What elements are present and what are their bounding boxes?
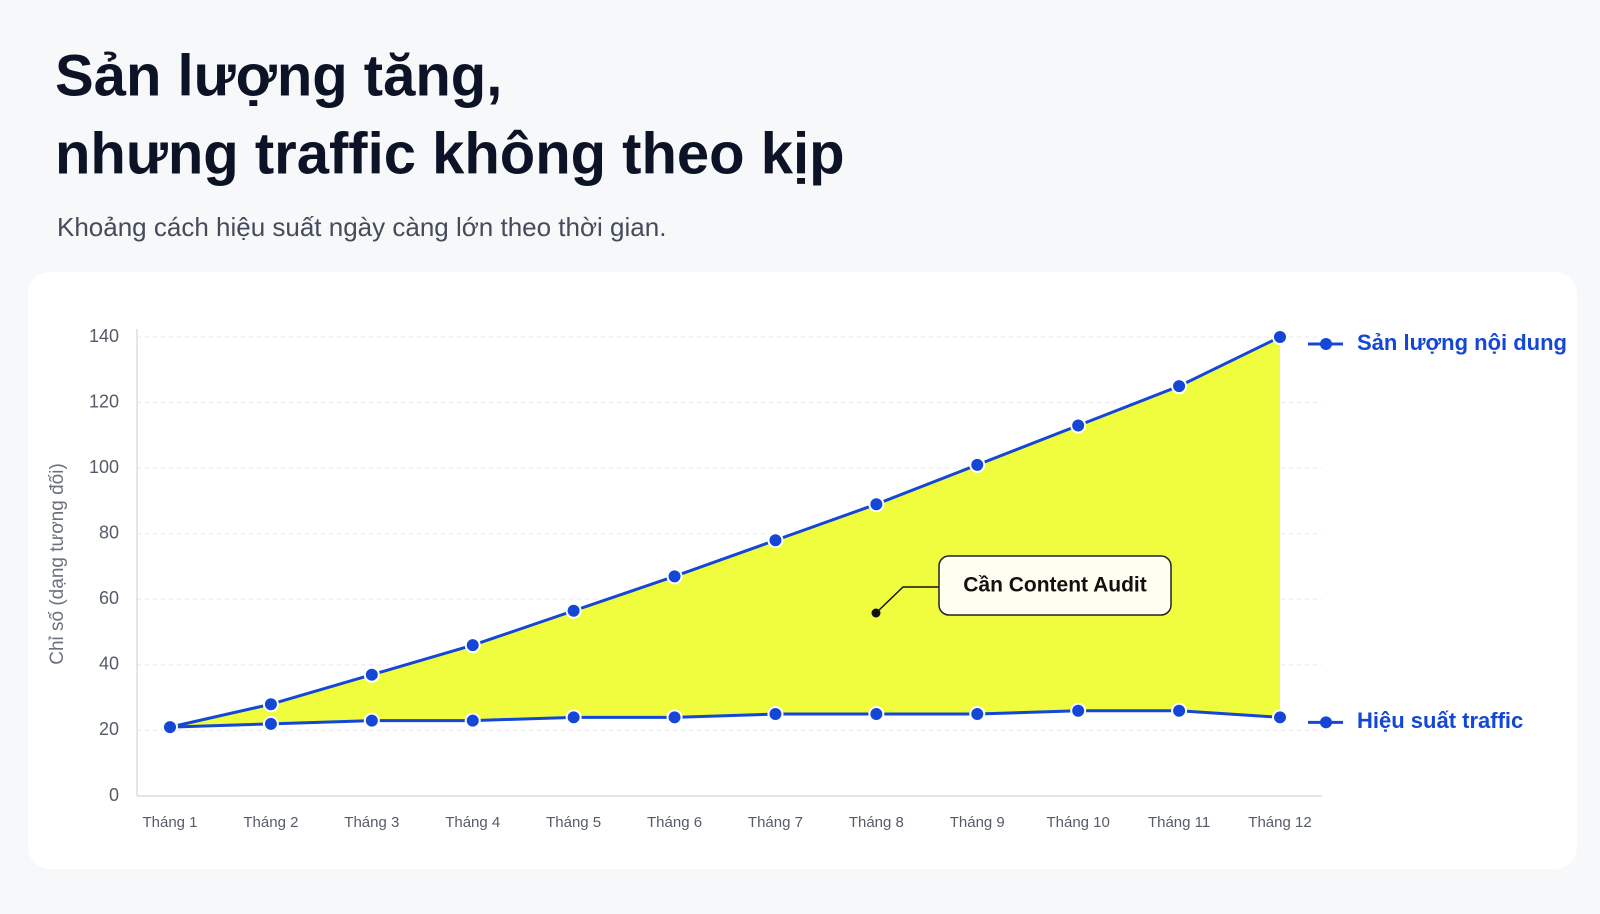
data-point: [969, 456, 986, 473]
y-tick-label: 40: [99, 654, 119, 674]
data-point: [666, 709, 683, 726]
data-point: [868, 496, 885, 513]
y-tick-label: 0: [109, 785, 119, 805]
annotation-box: [938, 555, 1172, 616]
data-point: [767, 532, 784, 549]
x-tick-label: Tháng 12: [1248, 814, 1311, 831]
y-tick-label: 80: [99, 522, 119, 542]
x-tick-label: Tháng 4: [445, 814, 500, 831]
data-point: [363, 666, 380, 683]
chart-subtitle: Khoảng cách hiệu suất ngày càng lớn theo…: [57, 212, 666, 242]
data-point: [363, 712, 380, 729]
chart-title: Sản lượng tăng,: [55, 43, 502, 108]
data-point: [565, 602, 582, 619]
x-tick-label: Tháng 6: [647, 814, 702, 831]
x-tick-label: Tháng 8: [849, 814, 904, 831]
annotation-dot: [871, 608, 881, 618]
data-point: [666, 568, 683, 585]
annotation-leader: [875, 586, 939, 614]
annotation-text: Cần Content Audit: [963, 574, 1147, 597]
data-point: [1171, 702, 1188, 719]
x-tick-label: Tháng 1: [142, 814, 197, 831]
x-tick-label: Tháng 10: [1046, 814, 1109, 831]
data-point: [262, 696, 279, 713]
legend-label: Hiệu suất traffic: [1357, 708, 1523, 733]
y-tick-label: 140: [89, 326, 119, 346]
data-point: [1272, 329, 1288, 345]
data-point: [1070, 417, 1087, 434]
data-point: [262, 715, 279, 732]
series-line: [169, 709, 1281, 729]
series-line: [169, 335, 1281, 729]
x-tick-label: Tháng 9: [950, 814, 1005, 831]
data-point: [464, 712, 481, 729]
x-tick-label: Tháng 7: [748, 814, 803, 831]
data-point: [767, 706, 784, 723]
y-axis-label: Chỉ số (dạng tương đối): [47, 463, 68, 665]
x-tick-label: Tháng 5: [546, 814, 601, 831]
data-point: [1171, 378, 1188, 395]
y-tick-label: 100: [89, 457, 119, 477]
x-tick-label: Tháng 11: [1148, 814, 1210, 831]
data-point: [1070, 702, 1087, 719]
data-point: [969, 706, 986, 723]
chart-title: nhưng traffic không theo kịp: [55, 121, 845, 186]
y-tick-label: 60: [99, 588, 119, 608]
data-point: [162, 719, 178, 736]
x-tick-label: Tháng 2: [243, 814, 298, 831]
x-tick-label: Tháng 3: [344, 814, 399, 831]
data-point: [868, 706, 885, 723]
y-tick-label: 120: [89, 391, 119, 411]
legend-key: [1320, 338, 1332, 350]
gap-area: [170, 337, 1280, 728]
data-point: [565, 709, 582, 726]
legend-label: Sản lượng nội dung: [1357, 330, 1567, 355]
data-point: [464, 637, 481, 654]
data-point: [1272, 709, 1288, 726]
y-tick-label: 20: [99, 719, 119, 739]
legend-key: [1320, 716, 1332, 729]
